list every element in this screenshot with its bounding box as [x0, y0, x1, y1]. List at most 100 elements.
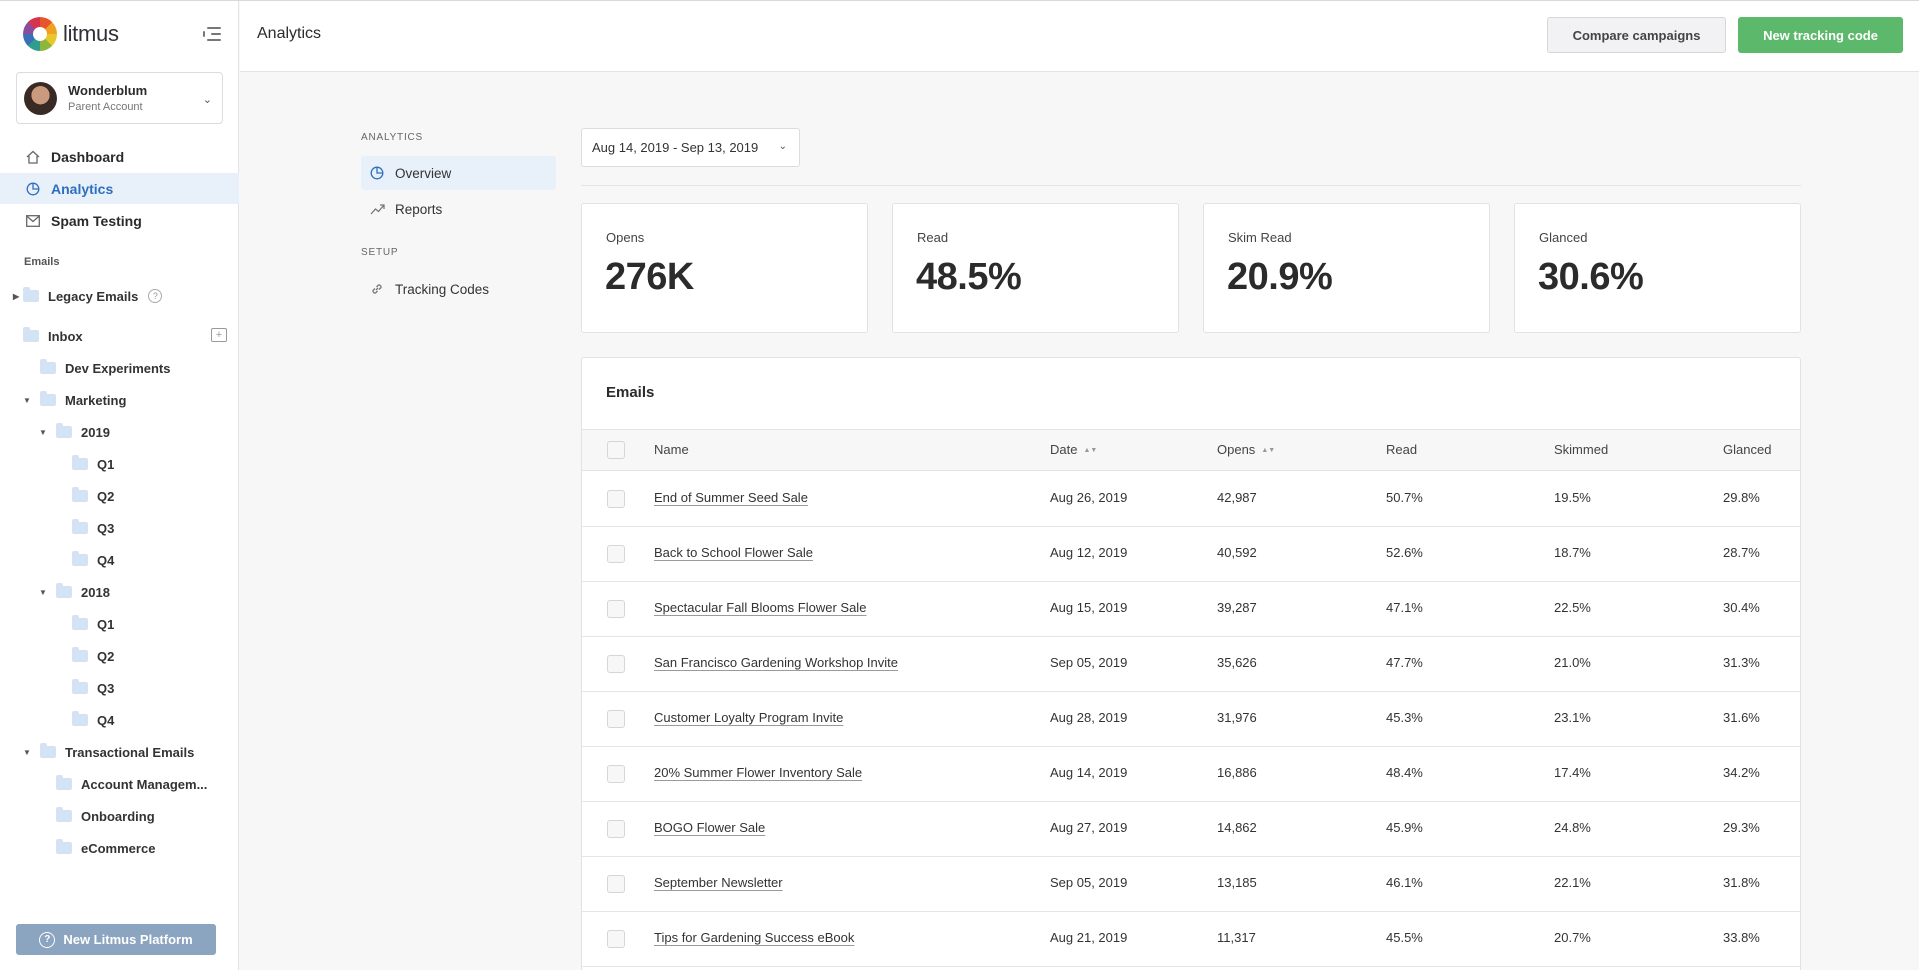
folder-marketing[interactable]: ▼ Marketing	[23, 388, 126, 412]
folder-2018-q3[interactable]: Q3	[72, 676, 114, 700]
folder-2018[interactable]: ▼ 2018	[39, 580, 110, 604]
opens-cell: 11,317	[1217, 930, 1256, 945]
date-range-picker[interactable]: Aug 14, 2019 - Sep 13, 2019 ⌄	[581, 128, 800, 167]
folder-label: Q4	[97, 712, 115, 728]
column-header-opens[interactable]: Opens ▲▼	[1217, 442, 1275, 457]
stat-value: 20.9%	[1227, 256, 1333, 298]
folder-icon	[72, 487, 88, 502]
folder-label: eCommerce	[81, 840, 156, 856]
row-checkbox[interactable]	[607, 600, 625, 618]
date-cell: Sep 05, 2019	[1050, 875, 1128, 890]
email-name-link[interactable]: September Newsletter	[654, 875, 783, 890]
chevron-down-icon: ⌄	[202, 94, 212, 106]
row-checkbox[interactable]	[607, 655, 625, 673]
chevron-down-icon: ⌄	[778, 141, 787, 152]
compare-campaigns-button[interactable]: Compare campaigns	[1547, 17, 1726, 53]
opens-cell: 42,987	[1217, 490, 1257, 505]
row-checkbox[interactable]	[607, 545, 625, 563]
help-icon[interactable]: ?	[148, 289, 163, 303]
glanced-cell: 29.8%	[1723, 490, 1760, 505]
subnav-reports[interactable]: Reports	[361, 192, 556, 226]
setup-section-label: SETUP	[361, 247, 399, 258]
glanced-cell: 33.8%	[1723, 930, 1760, 945]
subnav-label: Tracking Codes	[395, 281, 490, 297]
nav-item-label: Analytics	[51, 180, 114, 197]
folder-label: Q1	[97, 616, 115, 632]
glanced-cell: 30.4%	[1723, 600, 1760, 615]
account-switcher[interactable]: Wonderblum Parent Account ⌄	[16, 72, 223, 124]
email-name-link[interactable]: Spectacular Fall Blooms Flower Sale	[654, 600, 867, 615]
folder-icon	[72, 551, 88, 566]
sort-icon: ▲▼	[1083, 447, 1098, 454]
nav-item-dashboard[interactable]: Dashboard	[0, 141, 239, 172]
folder-label: Q1	[97, 456, 115, 472]
email-name-link[interactable]: Customer Loyalty Program Invite	[654, 710, 844, 725]
nav-item-analytics[interactable]: Analytics	[0, 173, 239, 204]
sidebar: litmus Wonderblum Parent Account ⌄ Dashb…	[0, 1, 239, 970]
row-checkbox[interactable]	[607, 710, 625, 728]
folder-icon	[56, 775, 72, 790]
row-checkbox[interactable]	[607, 930, 625, 948]
folder-2018-q2[interactable]: Q2	[72, 644, 114, 668]
row-checkbox[interactable]	[607, 490, 625, 508]
folder-legacy-emails[interactable]: ▶ Legacy Emails ?	[13, 284, 163, 308]
row-checkbox[interactable]	[607, 875, 625, 893]
subnav-overview[interactable]: Overview	[361, 156, 556, 190]
new-litmus-platform-button[interactable]: ? New Litmus Platform	[16, 924, 216, 955]
glanced-cell: 31.3%	[1723, 655, 1760, 670]
email-name-link[interactable]: 20% Summer Flower Inventory Sale	[654, 765, 863, 780]
read-cell: 45.9%	[1386, 820, 1423, 835]
folder-icon	[72, 679, 88, 694]
read-cell: 48.4%	[1386, 765, 1423, 780]
email-name-link[interactable]: BOGO Flower Sale	[654, 820, 766, 835]
folder-2019-q3[interactable]: Q3	[72, 516, 114, 540]
folder-2019-q2[interactable]: Q2	[72, 484, 114, 508]
new-tracking-code-button[interactable]: New tracking code	[1738, 17, 1903, 53]
folder-2018-q4[interactable]: Q4	[72, 708, 114, 732]
folder-icon	[72, 711, 88, 726]
column-header-date[interactable]: Date ▲▼	[1050, 442, 1097, 457]
skimmed-cell: 22.5%	[1554, 600, 1591, 615]
row-checkbox[interactable]	[607, 765, 625, 783]
skimmed-cell: 21.0%	[1554, 655, 1591, 670]
column-header-glanced: Glanced	[1723, 442, 1772, 457]
caret-down-icon: ▼	[39, 427, 47, 437]
skimmed-cell: 24.8%	[1554, 820, 1591, 835]
stat-label: Read	[917, 230, 949, 245]
folder-account-management[interactable]: Account Managem...	[56, 772, 207, 796]
table-row: Tips for Gardening Success eBook Aug 21, …	[582, 912, 1800, 967]
platform-button-label: New Litmus Platform	[63, 932, 193, 947]
row-checkbox[interactable]	[607, 820, 625, 838]
folder-label: Onboarding	[81, 808, 155, 824]
folder-transactional-emails[interactable]: ▼ Transactional Emails	[23, 740, 194, 764]
add-folder-icon[interactable]: +	[211, 328, 227, 342]
folder-ecommerce[interactable]: eCommerce	[56, 836, 155, 860]
caret-right-icon: ▶	[13, 291, 20, 301]
sort-icon: ▲▼	[1261, 447, 1276, 454]
folder-2018-q1[interactable]: Q1	[72, 612, 114, 636]
nav-item-spam-testing[interactable]: Spam Testing	[0, 205, 239, 236]
folder-label: 2019	[81, 424, 110, 440]
folder-label: Q2	[97, 488, 115, 504]
column-header-name: Name	[654, 442, 689, 457]
date-cell: Aug 26, 2019	[1050, 490, 1128, 505]
caret-down-icon: ▼	[39, 587, 47, 597]
folder-icon	[23, 327, 39, 342]
folder-2019-q4[interactable]: Q4	[72, 548, 114, 572]
folder-dev-experiments[interactable]: Dev Experiments	[40, 356, 171, 380]
folder-inbox[interactable]: Inbox	[23, 324, 83, 348]
trend-up-icon	[369, 201, 385, 217]
email-name-link[interactable]: San Francisco Gardening Workshop Invite	[654, 655, 898, 670]
collapse-sidebar-icon[interactable]	[203, 25, 223, 43]
folder-2019-q1[interactable]: Q1	[72, 452, 114, 476]
subnav-tracking-codes[interactable]: Tracking Codes	[361, 272, 556, 306]
email-name-link[interactable]: End of Summer Seed Sale	[654, 490, 808, 505]
select-all-checkbox[interactable]	[607, 441, 625, 459]
litmus-logo[interactable]: litmus	[23, 17, 119, 51]
date-cell: Aug 27, 2019	[1050, 820, 1128, 835]
stat-label: Skim Read	[1228, 230, 1292, 245]
email-name-link[interactable]: Back to School Flower Sale	[654, 545, 813, 560]
email-name-link[interactable]: Tips for Gardening Success eBook	[654, 930, 855, 945]
folder-onboarding[interactable]: Onboarding	[56, 804, 155, 828]
folder-2019[interactable]: ▼ 2019	[39, 420, 110, 444]
